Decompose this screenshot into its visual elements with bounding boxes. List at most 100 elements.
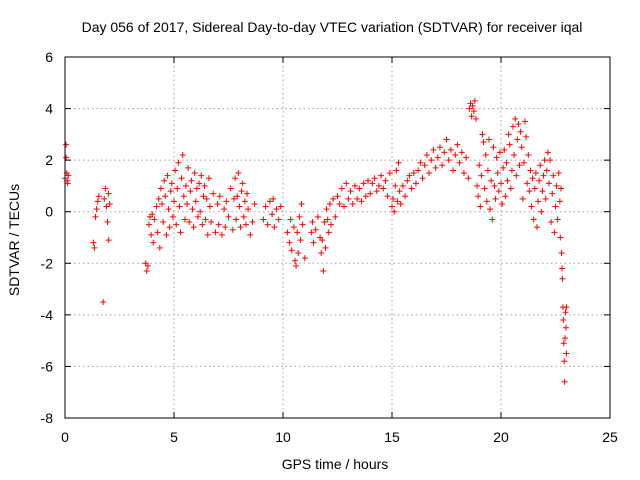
data-point	[502, 193, 509, 200]
data-point	[349, 200, 356, 207]
data-point	[327, 221, 334, 228]
data-point	[199, 221, 206, 228]
data-point	[553, 182, 560, 189]
data-point	[382, 177, 389, 184]
data-point	[295, 249, 302, 256]
data-point	[555, 170, 562, 177]
data-point	[559, 265, 566, 272]
data-point	[517, 128, 524, 135]
data-point	[507, 185, 514, 192]
data-point	[266, 198, 273, 205]
data-point	[441, 149, 448, 156]
data-point	[392, 182, 399, 189]
data-point	[229, 226, 236, 233]
data-point	[91, 244, 98, 251]
data-point	[101, 195, 108, 202]
data-point	[526, 188, 533, 195]
data-point	[358, 198, 365, 205]
data-point	[556, 198, 563, 205]
data-point	[375, 182, 382, 189]
data-point	[500, 164, 507, 171]
data-point	[273, 206, 280, 213]
data-point	[518, 144, 525, 151]
data-point	[343, 180, 350, 187]
data-point	[194, 213, 201, 220]
data-point	[90, 239, 97, 246]
data-point	[523, 133, 530, 140]
data-point	[557, 234, 564, 241]
data-point	[458, 149, 465, 156]
data-point	[200, 193, 207, 200]
data-point	[290, 224, 297, 231]
tick-labels: 0 5 10 15 20 25 -8 -6 -4 -2 0 2 4 6	[41, 49, 618, 445]
x-tick-label: 25	[602, 429, 618, 445]
data-point	[309, 219, 316, 226]
data-point	[479, 131, 486, 138]
data-point	[561, 358, 568, 365]
data-point	[369, 180, 376, 187]
data-point	[514, 136, 521, 143]
data-point	[249, 219, 256, 226]
data-point	[294, 229, 301, 236]
data-point	[488, 177, 495, 184]
y-tick-label: -2	[41, 255, 54, 271]
data-point	[63, 154, 70, 161]
data-point	[402, 193, 409, 200]
data-point	[432, 164, 439, 171]
data-point	[193, 185, 200, 192]
data-point	[271, 224, 278, 231]
data-point	[308, 229, 315, 236]
data-point	[434, 154, 441, 161]
data-point	[513, 172, 520, 179]
data-point	[293, 262, 300, 269]
data-point	[521, 118, 528, 125]
data-point	[410, 170, 417, 177]
data-point	[222, 224, 229, 231]
data-point	[558, 249, 565, 256]
data-point	[197, 208, 204, 215]
data-point	[227, 185, 234, 192]
data-point	[540, 172, 547, 179]
data-point	[506, 141, 513, 148]
data-point	[481, 185, 488, 192]
data-point	[493, 154, 500, 161]
data-point	[541, 157, 548, 164]
data-point	[332, 213, 339, 220]
data-point	[159, 200, 166, 207]
y-tick-label: -8	[41, 410, 54, 426]
data-point	[105, 237, 112, 244]
data-point	[167, 188, 174, 195]
data-point	[436, 144, 443, 151]
data-point	[452, 151, 459, 158]
data-point	[235, 170, 242, 177]
data-point	[486, 136, 493, 143]
data-point	[524, 180, 531, 187]
data-point	[530, 216, 537, 223]
data-point	[474, 182, 481, 189]
data-point	[362, 193, 369, 200]
data-point	[503, 159, 510, 166]
data-point	[419, 175, 426, 182]
data-point	[196, 180, 203, 187]
data-point	[182, 182, 189, 189]
y-tick-label: 4	[45, 101, 53, 117]
data-point	[320, 268, 327, 275]
data-point	[198, 172, 205, 179]
data-point	[150, 239, 157, 246]
data-point	[471, 97, 478, 104]
data-point	[284, 229, 291, 236]
data-point	[318, 249, 325, 256]
data-point	[143, 268, 150, 275]
data-point	[447, 146, 454, 153]
data-point	[169, 213, 176, 220]
data-point	[187, 188, 194, 195]
data-point	[149, 211, 156, 218]
data-point	[234, 193, 241, 200]
data-point	[301, 255, 308, 262]
data-point	[310, 239, 317, 246]
data-point	[562, 309, 569, 316]
data-point	[389, 203, 395, 210]
data-point	[483, 198, 490, 205]
data-point	[63, 141, 70, 148]
